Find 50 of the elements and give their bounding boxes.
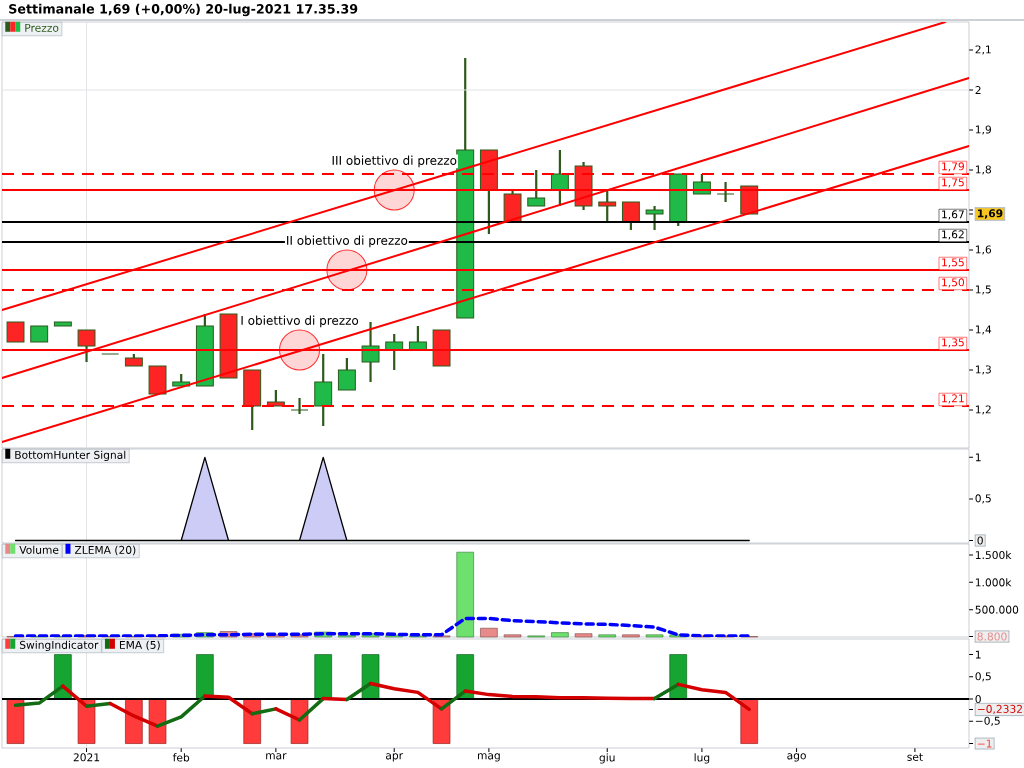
y-tick-label: 1,5 xyxy=(975,285,991,295)
x-tick-label: 2021 xyxy=(73,753,100,762)
y-tick-label: 0 xyxy=(975,695,981,704)
ref-line-label: 1,21 xyxy=(942,394,964,404)
y-tick-label: 0,5 xyxy=(975,672,991,682)
y-tick-label: 1 xyxy=(975,453,981,462)
y-tick-label: 0,5 xyxy=(975,494,991,504)
legend-label: SwingIndicator xyxy=(19,640,99,651)
y-tick-label: 1,4 xyxy=(975,325,992,335)
ref-line-label: 1,79 xyxy=(942,162,964,172)
y-tick-label: 1,69 xyxy=(977,209,1003,219)
ref-line-label: 1,67 xyxy=(942,210,964,220)
annotation: I obiettivo di prezzo xyxy=(241,315,359,328)
x-tick-label: mar xyxy=(266,753,287,760)
legend-label: BottomHunter Signal xyxy=(15,450,126,461)
chart-title: Settimanale 1,69 (+0,00%) 20-lug-2021 17.35.39 xyxy=(9,3,358,17)
x-tick-label: lug xyxy=(694,753,710,764)
y-tick-label: −0,5 xyxy=(975,716,1000,726)
y-tick-label: 1,9 xyxy=(975,125,991,135)
y-tick-label: 2,1 xyxy=(975,45,991,55)
ref-line-label: 1,55 xyxy=(942,258,964,268)
legend-label: EMA (5) xyxy=(119,640,160,651)
y-tick-label: 1.000k xyxy=(975,578,1012,587)
x-tick-label: giu xyxy=(599,753,615,764)
annotation: II obiettivo di prezzo xyxy=(287,235,408,248)
ref-line-label: 1,50 xyxy=(942,278,965,288)
y-tick-label: 2 xyxy=(975,86,981,94)
legend-label: Volume xyxy=(19,545,59,554)
legend-label: ZLEMA (20) xyxy=(74,545,136,556)
x-tick-label: feb xyxy=(172,753,190,762)
y-tick-label: 500.000 xyxy=(975,605,1019,614)
x-tick-label: apr xyxy=(386,753,404,762)
x-tick-label: ago xyxy=(787,753,806,762)
y-tick-label: 0 xyxy=(977,536,983,545)
y-tick-label: −1 xyxy=(977,739,992,748)
ref-line-label: 1,35 xyxy=(942,338,964,348)
y-tick-label: 1.500k xyxy=(975,550,1012,560)
y-tick-label: 8.800 xyxy=(977,632,1007,641)
y-tick-label: 1,8 xyxy=(975,165,992,175)
y-tick-label: −0,2332 xyxy=(977,704,1022,715)
ref-line-label: 1,75 xyxy=(942,178,964,188)
y-tick-label: 1 xyxy=(975,650,981,659)
annotation: III obiettivo di prezzo xyxy=(332,155,457,168)
x-tick-label: set xyxy=(907,753,923,761)
y-tick-label: 1,2 xyxy=(975,405,991,415)
y-tick-label: 1,6 xyxy=(975,245,992,255)
x-tick-label: mag xyxy=(478,753,500,762)
ref-line-label: 1,62 xyxy=(942,230,964,240)
y-tick-label: 1,3 xyxy=(975,365,991,375)
text: Prezzo xyxy=(25,23,59,32)
